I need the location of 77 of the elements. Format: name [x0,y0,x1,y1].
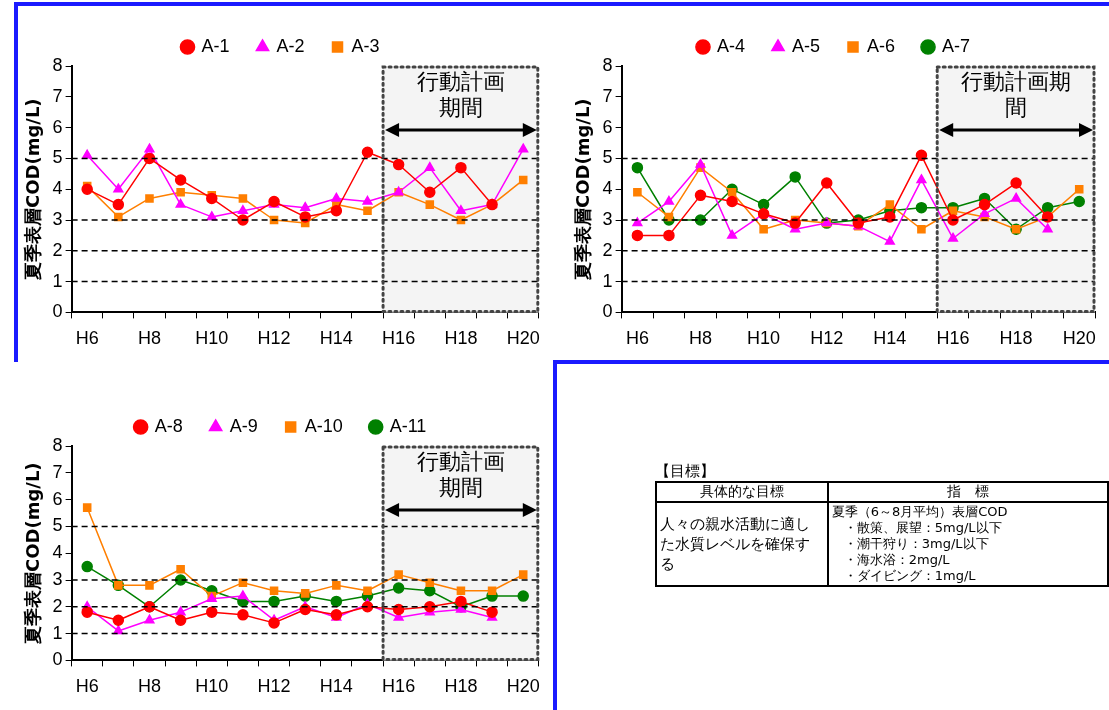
y-tick-label: 3 [602,208,613,229]
x-tick-label: H16 [382,328,416,349]
legend-label: A-4 [716,35,745,56]
x-tick-label: H16 [936,328,970,349]
y-tick-label: 8 [602,54,613,75]
y-tick-label: 0 [52,649,63,670]
x-tick-label: H12 [257,328,291,349]
y-tick-label: 6 [602,116,613,137]
text: ・散策、展望：5mg/L以下 [842,520,1003,536]
y-tick-label: 2 [602,239,613,260]
y-tick-label: 5 [52,147,63,168]
y-tick-label: 2 [52,595,63,616]
y-tick-label: 6 [52,116,63,137]
text: ・海水浴：2mg/L [842,552,951,568]
y-tick-label: 3 [52,568,63,589]
text: 指 標 [827,482,1108,502]
x-tick-label: H6 [75,676,99,697]
x-tick-label: H20 [506,676,540,697]
x-tick-label: H12 [257,676,291,697]
x-tick-label: H8 [137,328,161,349]
x-tick-label: H16 [382,676,416,697]
band-label: 行動計画期間 [416,68,505,120]
y-axis-title: 夏季表層COD(mg/L) [22,98,44,281]
y-tick-label: 7 [52,85,63,106]
legend-label: A-5 [791,35,820,56]
x-tick-label: H14 [319,676,353,697]
legend-label: A-1 [201,35,230,56]
y-tick-label: 2 [52,239,63,260]
text: 具体的な目標 [656,482,828,502]
x-tick-label: H10 [747,328,781,349]
legend-label: A-6 [867,35,896,56]
y-tick-label: 6 [52,488,63,509]
y-tick-label: 7 [602,85,613,106]
y-tick-label: 1 [52,622,63,643]
y-axis-title: 夏季表層COD(mg/L) [572,98,594,281]
legend-label: A-2 [276,35,305,56]
y-tick-label: 8 [52,434,63,455]
y-tick-label: 1 [52,270,63,291]
y-tick-label: 5 [602,147,613,168]
x-tick-label: H14 [873,328,907,349]
y-tick-label: 0 [52,301,63,322]
y-tick-label: 1 [602,270,613,291]
legend-label: A-7 [942,35,971,56]
x-tick-label: H12 [810,328,844,349]
y-tick-label: 3 [52,208,63,229]
x-tick-label: H6 [75,328,99,349]
y-tick-label: 4 [602,178,613,199]
y-tick-label: 0 [602,301,613,322]
x-tick-label: H20 [506,328,540,349]
legend-label: A-11 [389,415,427,436]
legend-label: A-8 [154,415,183,436]
legend-label: A-10 [304,415,343,436]
text: 【目標】 [655,462,716,481]
y-tick-label: 7 [52,461,63,482]
text: ・潮干狩り：3mg/L以下 [842,536,990,552]
x-tick-label: H14 [319,328,353,349]
x-tick-label: H8 [137,676,161,697]
text: 人々の親水活動に適した水質レベルを確保する [656,502,828,586]
x-tick-label: H18 [999,328,1033,349]
y-tick-label: 4 [52,542,63,563]
x-tick-label: H10 [195,676,229,697]
y-tick-label: 4 [52,178,63,199]
legend-label: A-3 [351,35,380,56]
x-tick-label: H10 [195,328,229,349]
y-axis-title: 夏季表層COD(mg/L) [22,462,44,645]
x-tick-label: H8 [689,328,713,349]
legend-label: A-9 [229,415,258,436]
text: ・ダイビング：1mg/L [842,568,977,584]
y-tick-label: 5 [52,515,63,536]
y-tick-label: 8 [52,54,63,75]
x-tick-label: H18 [444,328,478,349]
text: 夏季（6～8月平均）表層COD [831,504,1009,520]
band-label: 行動計画期間 [961,68,1072,120]
x-tick-label: H20 [1062,328,1096,349]
x-tick-label: H18 [444,676,478,697]
x-tick-label: H6 [625,328,649,349]
band-label: 行動計画期間 [416,448,505,500]
